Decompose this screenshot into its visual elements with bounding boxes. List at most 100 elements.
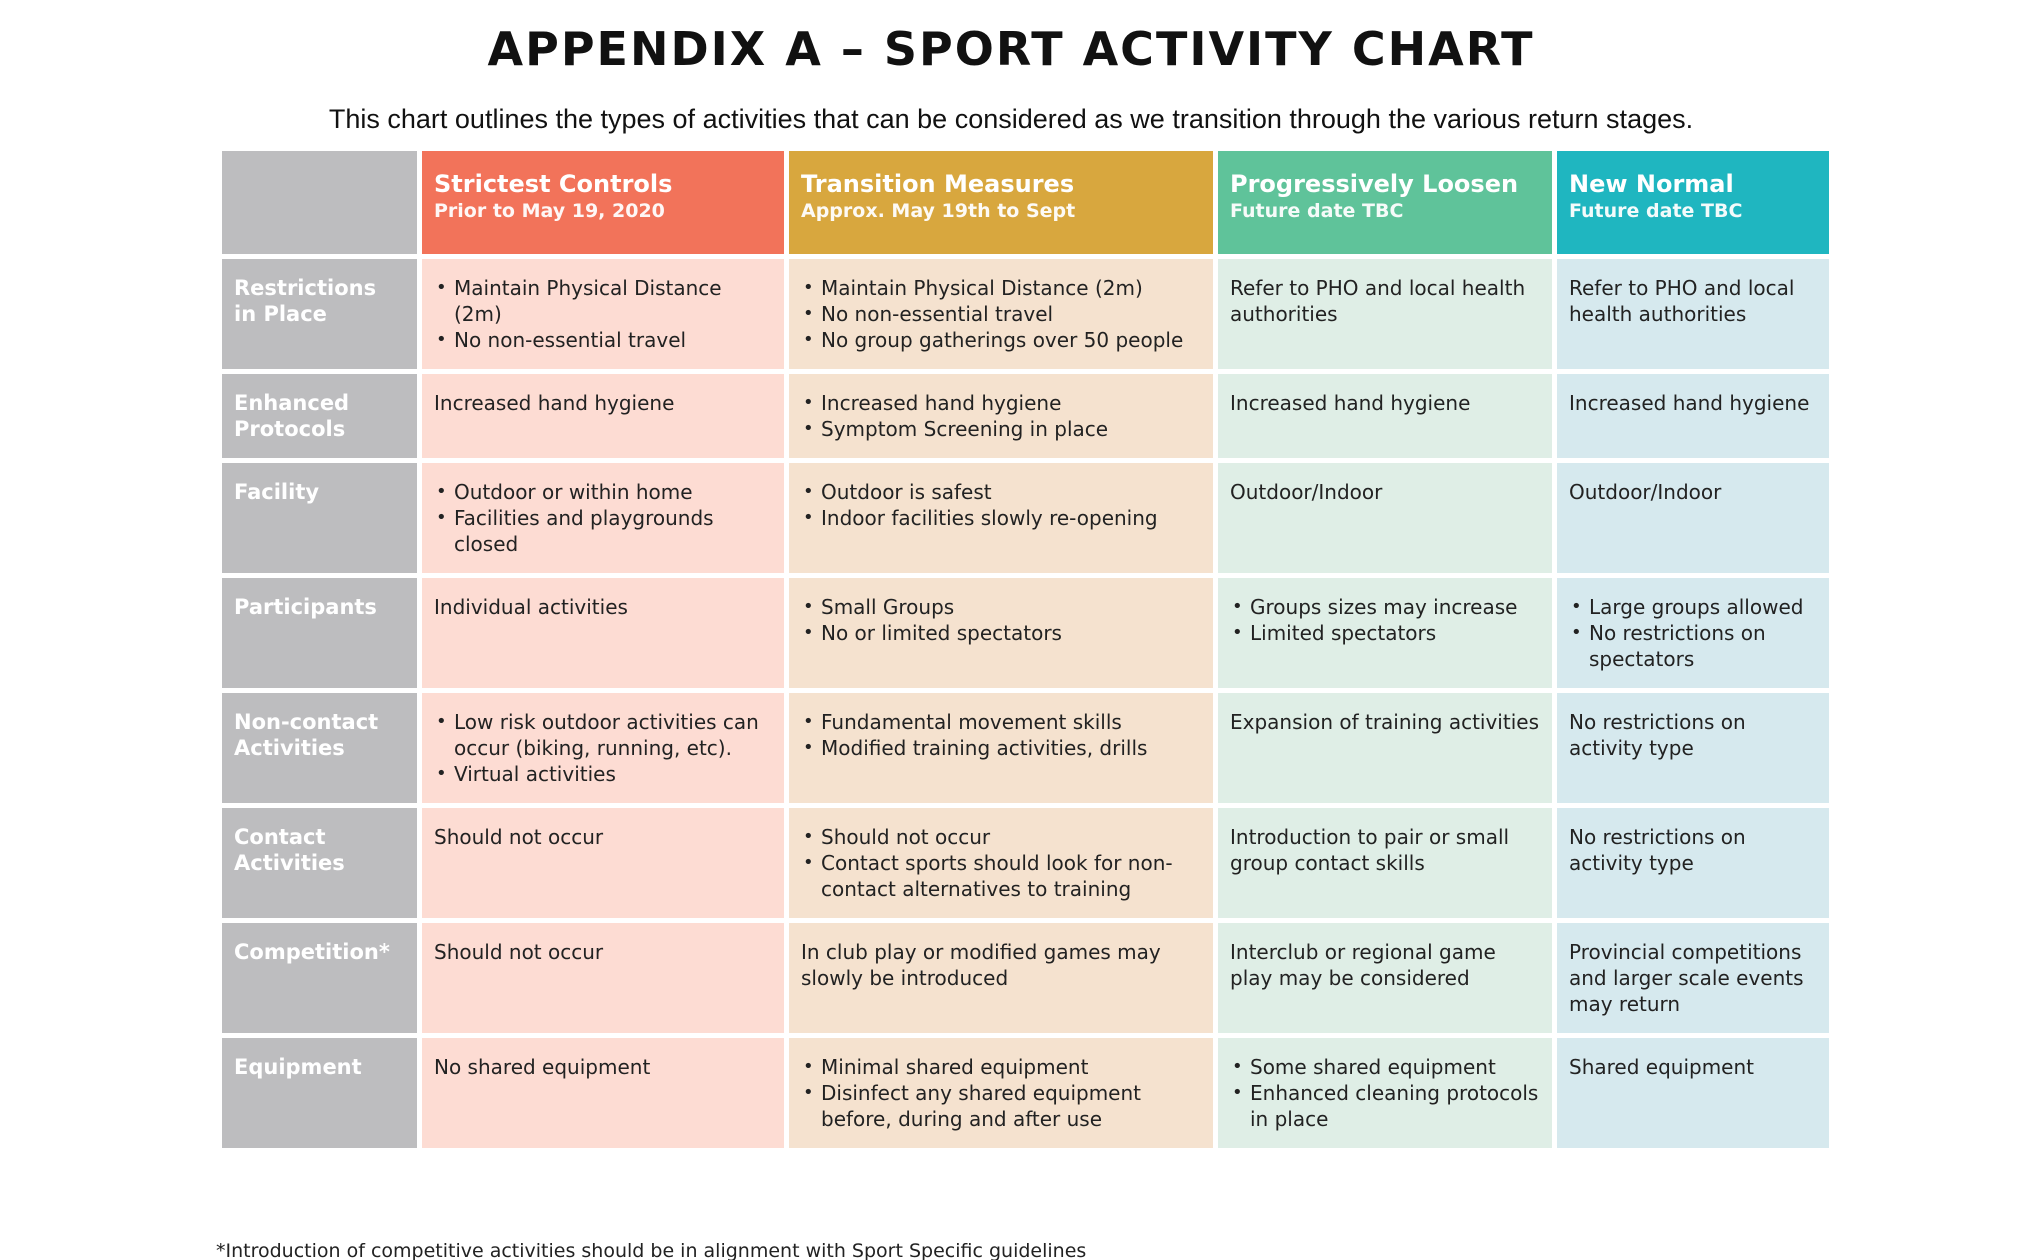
table-cell: No restrictions on activity type xyxy=(1557,693,1829,803)
list-item: No non-essential travel xyxy=(801,301,1201,327)
bullet-list: Low risk outdoor activities can occur (b… xyxy=(434,709,772,787)
bullet-list: Minimal shared equipmentDisinfect any sh… xyxy=(801,1054,1201,1132)
stage-name: New Normal xyxy=(1569,170,1734,198)
bullet-list: Maintain Physical Distance (2m)No non-es… xyxy=(434,275,772,353)
row-header: Non-contact Activities xyxy=(222,693,417,803)
bullet-list: Fundamental movement skillsModified trai… xyxy=(801,709,1201,761)
list-item: Low risk outdoor activities can occur (b… xyxy=(434,709,772,761)
page-title: APPENDIX A – SPORT ACTIVITY CHART xyxy=(487,22,1535,76)
corner-cell xyxy=(222,151,417,254)
list-item: Facilities and playgrounds closed xyxy=(434,505,772,557)
list-item: Fundamental movement skills xyxy=(801,709,1201,735)
bullet-list: Should not occurContact sports should lo… xyxy=(801,824,1201,902)
list-item: Outdoor is safest xyxy=(801,479,1201,505)
row-header: Participants xyxy=(222,578,417,688)
page-subtitle: This chart outlines the types of activit… xyxy=(328,104,1694,134)
row-header: Enhanced Protocols xyxy=(222,374,417,458)
stage-header-transition: Transition Measures Approx. May 19th to … xyxy=(789,151,1213,254)
table-cell: Maintain Physical Distance (2m)No non-es… xyxy=(789,259,1213,369)
table-cell: Provincial competitions and larger scale… xyxy=(1557,923,1829,1033)
list-item: No restrictions on spectators xyxy=(1569,620,1817,672)
bullet-list: Outdoor is safestIndoor facilities slowl… xyxy=(801,479,1201,531)
table-cell: Refer to PHO and local health authoritie… xyxy=(1557,259,1829,369)
list-item: Contact sports should look for non-conta… xyxy=(801,850,1201,902)
list-item: Maintain Physical Distance (2m) xyxy=(434,275,772,327)
stage-date: Prior to May 19, 2020 xyxy=(434,200,665,222)
table-row: Enhanced Protocols Increased hand hygiene… xyxy=(222,374,1829,458)
table-row: Competition* Should not occur In club play… xyxy=(222,923,1829,1033)
table-cell: Low risk outdoor activities can occur (b… xyxy=(422,693,784,803)
list-item: Enhanced cleaning protocols in place xyxy=(1230,1080,1540,1132)
table-cell: Outdoor/Indoor xyxy=(1557,463,1829,573)
list-item: Indoor facilities slowly re-opening xyxy=(801,505,1201,531)
table-cell: Shared equipment xyxy=(1557,1038,1829,1148)
table-cell: In club play or modified games may slowl… xyxy=(789,923,1213,1033)
table-cell: No restrictions on activity type xyxy=(1557,808,1829,918)
list-item: No or limited spectators xyxy=(801,620,1201,646)
list-item: No non-essential travel xyxy=(434,327,772,353)
table-row: FacilityOutdoor or within homeFacilities… xyxy=(222,463,1829,573)
table-cell: Introduction to pair or small group cont… xyxy=(1218,808,1552,918)
table-cell: Interclub or regional game play may be c… xyxy=(1218,923,1552,1033)
table-cell: Should not occurContact sports should lo… xyxy=(789,808,1213,918)
table-cell: Increased hand hygiene xyxy=(1557,374,1829,458)
table-cell: Increased hand hygiene xyxy=(422,374,784,458)
stage-date: Approx. May 19th to Sept xyxy=(801,200,1076,222)
bullet-list: Groups sizes may increaseLimited spectat… xyxy=(1230,594,1540,646)
list-item: Some shared equipment xyxy=(1230,1054,1540,1080)
table-cell: No shared equipment xyxy=(422,1038,784,1148)
table-cell: Fundamental movement skillsModified trai… xyxy=(789,693,1213,803)
table-row: Restrictions in PlaceMaintain Physical D… xyxy=(222,259,1829,369)
list-item: No group gatherings over 50 people xyxy=(801,327,1201,353)
table-cell: Outdoor is safestIndoor facilities slowl… xyxy=(789,463,1213,573)
list-item: Large groups allowed xyxy=(1569,594,1817,620)
table-cell: Increased hand hygiene xyxy=(1218,374,1552,458)
table-cell: Individual activities xyxy=(422,578,784,688)
row-header: Competition* xyxy=(222,923,417,1033)
list-item: Minimal shared equipment xyxy=(801,1054,1201,1080)
table-cell: Increased hand hygieneSymptom Screening … xyxy=(789,374,1213,458)
list-item: Virtual activities xyxy=(434,761,772,787)
list-item: Small Groups xyxy=(801,594,1201,620)
sport-activity-table: Strictest Controls Prior to May 19, 2020… xyxy=(217,146,1834,1153)
table-cell: Minimal shared equipmentDisinfect any sh… xyxy=(789,1038,1213,1148)
table-cell: Expansion of training activities xyxy=(1218,693,1552,803)
list-item: Maintain Physical Distance (2m) xyxy=(801,275,1201,301)
row-header: Restrictions in Place xyxy=(222,259,417,369)
table-row: Non-contact Activities Low risk outdoor a… xyxy=(222,693,1829,803)
table-cell: Some shared equipmentEnhanced cleaning p… xyxy=(1218,1038,1552,1148)
table-cell: Groups sizes may increaseLimited spectat… xyxy=(1218,578,1552,688)
list-item: Should not occur xyxy=(801,824,1201,850)
bullet-list: Some shared equipmentEnhanced cleaning p… xyxy=(1230,1054,1540,1132)
table-cell: Maintain Physical Distance (2m)No non-es… xyxy=(422,259,784,369)
list-item: Symptom Screening in place xyxy=(801,416,1201,442)
bullet-list: Maintain Physical Distance (2m)No non-es… xyxy=(801,275,1201,353)
stage-header-new-normal: New Normal Future date TBC xyxy=(1557,151,1829,254)
stage-name: Progressively Loosen xyxy=(1230,170,1519,198)
list-item: Limited spectators xyxy=(1230,620,1540,646)
bullet-list: Large groups allowedNo restrictions on s… xyxy=(1569,594,1817,672)
table-cell: Should not occur xyxy=(422,808,784,918)
chart-body: Restrictions in PlaceMaintain Physical D… xyxy=(222,259,1829,1148)
bullet-list: Small GroupsNo or limited spectators xyxy=(801,594,1201,646)
footnote: *Introduction of competitive activities … xyxy=(216,1240,1087,1260)
list-item: Outdoor or within home xyxy=(434,479,772,505)
table-cell: Outdoor or within homeFacilities and pla… xyxy=(422,463,784,573)
stage-name: Strictest Controls xyxy=(434,170,673,198)
table-cell: Small GroupsNo or limited spectators xyxy=(789,578,1213,688)
list-item: Disinfect any shared equipment before, d… xyxy=(801,1080,1201,1132)
bullet-list: Increased hand hygieneSymptom Screening … xyxy=(801,390,1201,442)
stage-date: Future date TBC xyxy=(1230,200,1404,222)
list-item: Groups sizes may increase xyxy=(1230,594,1540,620)
row-header: Equipment xyxy=(222,1038,417,1148)
row-header: Facility xyxy=(222,463,417,573)
list-item: Modified training activities, drills xyxy=(801,735,1201,761)
table-cell: Refer to PHO and local health authoritie… xyxy=(1218,259,1552,369)
stage-date: Future date TBC xyxy=(1569,200,1743,222)
stage-header-row: Strictest Controls Prior to May 19, 2020… xyxy=(222,151,1829,254)
stage-header-strictest: Strictest Controls Prior to May 19, 2020 xyxy=(422,151,784,254)
list-item: Increased hand hygiene xyxy=(801,390,1201,416)
